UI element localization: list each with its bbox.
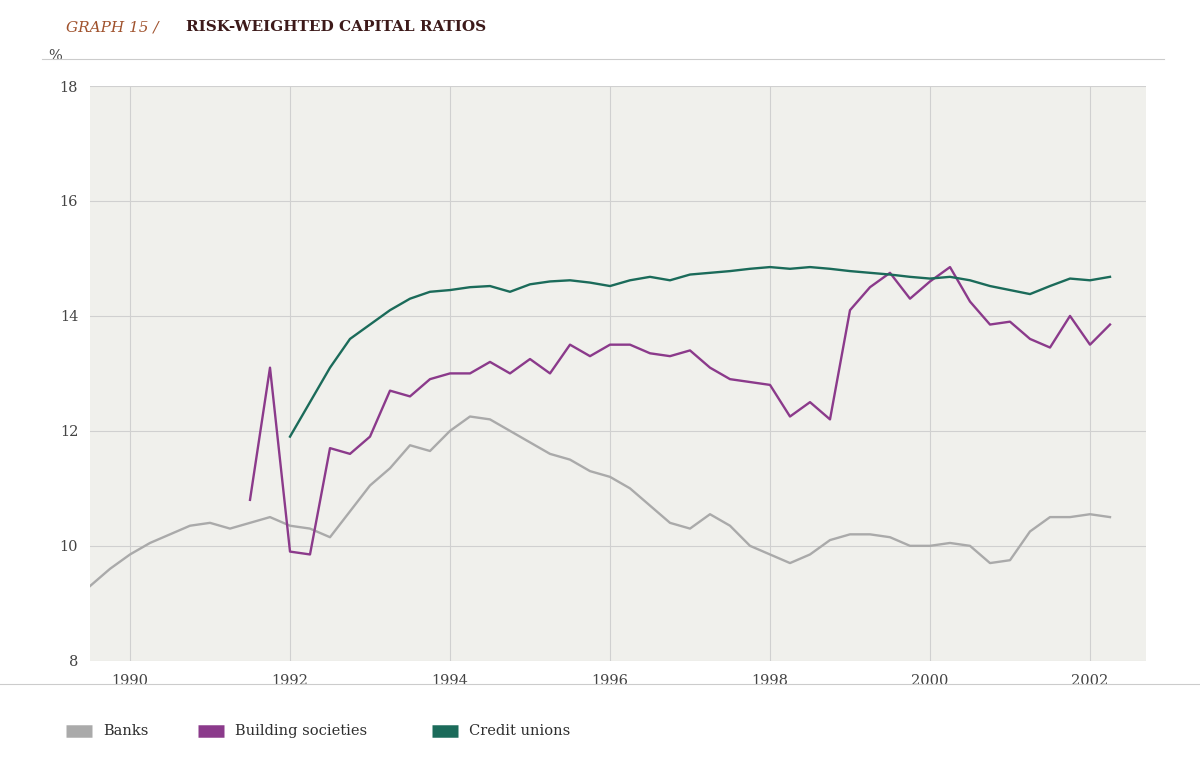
Text: Credit unions: Credit unions — [469, 724, 570, 738]
Text: RISK-WEIGHTED CAPITAL RATIOS: RISK-WEIGHTED CAPITAL RATIOS — [186, 20, 486, 34]
Text: Building societies: Building societies — [235, 724, 367, 738]
Text: Banks: Banks — [103, 724, 149, 738]
Text: GRAPH 15 /: GRAPH 15 / — [66, 20, 163, 34]
Text: %: % — [48, 49, 61, 63]
